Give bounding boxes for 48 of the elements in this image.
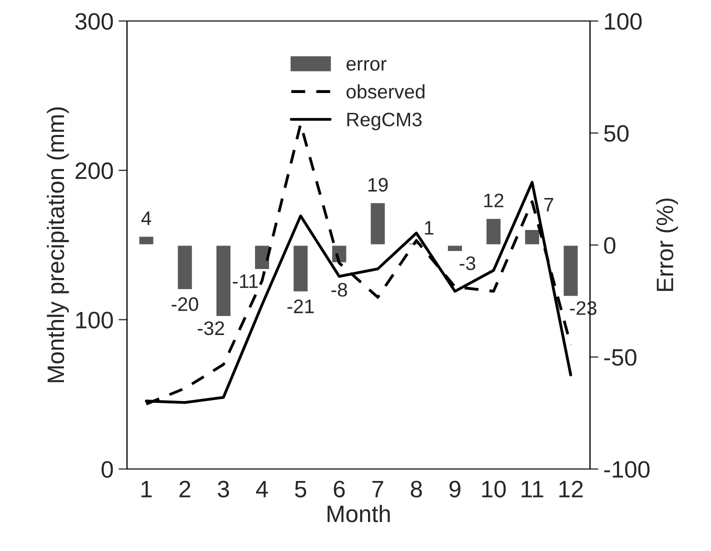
y2-tick-label: 0: [604, 237, 616, 254]
bar: [446, 244, 464, 252]
x-tick-label: 1: [142, 480, 152, 498]
x-tick-label: 12: [559, 480, 583, 498]
y-tick-label: 100: [76, 312, 113, 328]
data-label: -32: [198, 321, 224, 336]
data-label: -20: [172, 297, 198, 312]
y2-tick-label: -50: [604, 349, 636, 366]
data-label: -3: [460, 256, 476, 270]
data-label: -11: [232, 274, 258, 288]
bar: [369, 202, 386, 246]
data-label: -21: [287, 300, 314, 314]
y-tick-label: 300: [75, 13, 113, 30]
data-label: 1: [424, 221, 434, 235]
bar: [254, 244, 270, 270]
legend-label: observed: [346, 84, 424, 99]
y2-tick-label: 100: [604, 13, 642, 30]
data-label: 19: [368, 178, 388, 192]
bar: [524, 228, 541, 246]
y2-axis-title: Error (%): [656, 198, 678, 291]
x-tick-label: 4: [256, 480, 268, 498]
x-tick-label: 11: [522, 480, 544, 498]
x-tick-label: 3: [218, 480, 229, 498]
legend-label: RegCM3: [347, 112, 422, 130]
x-tick-label: 2: [180, 480, 190, 498]
y2-tick-label: -100: [604, 461, 650, 478]
x-tick-label: 8: [410, 480, 422, 498]
x-axis-title: Month: [328, 504, 390, 522]
x-tick-label: 6: [334, 480, 345, 498]
y2-tick-label: 50: [604, 125, 629, 142]
x-tick-label: 10: [482, 480, 506, 498]
bar: [215, 244, 232, 318]
y-axis-title: Monthly precipitation (mm): [46, 107, 69, 382]
data-label: 4: [141, 212, 152, 226]
y-tick-label: 200: [76, 162, 113, 180]
x-tick-label: 7: [372, 480, 384, 498]
legend-label: error: [346, 60, 386, 71]
bar: [485, 217, 502, 246]
bar: [138, 235, 155, 246]
x-tick-label: 9: [450, 480, 460, 498]
y-tick-label: 0: [102, 461, 113, 478]
data-label: 12: [484, 194, 504, 208]
bar: [562, 244, 580, 298]
bar: [176, 244, 194, 290]
data-label: 7: [544, 198, 554, 212]
data-label: -8: [331, 282, 348, 297]
bar: [292, 244, 310, 293]
x-tick-label: 5: [295, 480, 306, 498]
